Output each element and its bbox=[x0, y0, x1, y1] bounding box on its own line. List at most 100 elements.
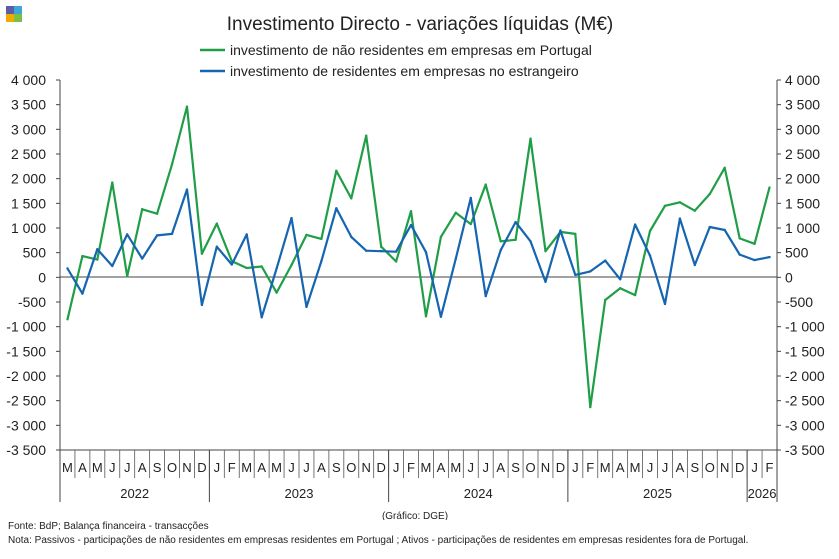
data-point-0 bbox=[215, 222, 219, 225]
y-tick-label-left: -1 000 bbox=[6, 319, 46, 335]
data-point-0 bbox=[648, 229, 652, 233]
y-tick-label-left: 500 bbox=[23, 245, 47, 261]
y-tick-label-left: -500 bbox=[18, 294, 46, 310]
data-point-0 bbox=[140, 208, 144, 211]
data-point-0 bbox=[693, 209, 697, 212]
data-point-1 bbox=[514, 220, 517, 224]
year-label: 2025 bbox=[643, 486, 672, 501]
data-point-0 bbox=[111, 181, 114, 184]
month-label: A bbox=[257, 460, 266, 475]
month-label: J bbox=[124, 460, 131, 475]
data-point-1 bbox=[394, 250, 398, 253]
data-point-1 bbox=[245, 233, 248, 236]
month-label: N bbox=[182, 460, 191, 475]
legend-label-0: investimento de não residentes em empres… bbox=[230, 42, 592, 58]
data-point-1 bbox=[170, 232, 174, 236]
y-tick-label-right: 0 bbox=[785, 269, 793, 285]
month-label: F bbox=[228, 460, 236, 475]
y-tick-label-right: 1 500 bbox=[785, 195, 820, 211]
year-label: 2022 bbox=[120, 486, 149, 501]
y-tick-label-left: 4 000 bbox=[11, 72, 46, 88]
month-label: A bbox=[78, 460, 87, 475]
month-label: F bbox=[407, 460, 415, 475]
y-tick-label-right: 4 000 bbox=[785, 72, 820, 88]
data-point-1 bbox=[200, 303, 204, 307]
data-point-0 bbox=[66, 318, 69, 321]
month-label: M bbox=[600, 460, 611, 475]
year-label: 2026 bbox=[748, 486, 777, 501]
y-tick-label-right: 1 000 bbox=[785, 220, 820, 236]
month-label: N bbox=[362, 460, 371, 475]
data-point-1 bbox=[648, 254, 652, 257]
y-tick-label-left: -2 000 bbox=[6, 368, 46, 384]
data-point-1 bbox=[738, 253, 741, 256]
data-point-0 bbox=[185, 105, 189, 108]
data-point-1 bbox=[589, 270, 592, 273]
data-point-0 bbox=[708, 192, 711, 196]
logo-square-2 bbox=[14, 6, 22, 14]
data-point-0 bbox=[335, 169, 338, 172]
data-point-1 bbox=[424, 250, 428, 254]
data-point-0 bbox=[155, 212, 159, 215]
legend: investimento de não residentes em empres… bbox=[200, 42, 592, 79]
data-point-0 bbox=[320, 237, 323, 241]
month-label: S bbox=[511, 460, 520, 475]
data-point-1 bbox=[618, 278, 622, 281]
month-label: D bbox=[556, 460, 565, 475]
y-tick-label-left: 1 000 bbox=[11, 220, 46, 236]
data-point-0 bbox=[260, 265, 263, 268]
data-point-0 bbox=[589, 405, 592, 409]
year-label: 2024 bbox=[464, 486, 493, 501]
data-point-1 bbox=[81, 292, 84, 295]
data-point-1 bbox=[140, 257, 144, 260]
y-tick-label-left: -1 500 bbox=[6, 343, 46, 359]
logo-square-3 bbox=[6, 14, 14, 22]
month-label: S bbox=[332, 460, 341, 475]
month-label: F bbox=[586, 460, 594, 475]
data-point-0 bbox=[170, 163, 174, 166]
month-label: J bbox=[214, 460, 221, 475]
data-point-0 bbox=[514, 238, 517, 242]
data-point-0 bbox=[439, 235, 443, 239]
y-tick-label-right: 3 500 bbox=[785, 97, 820, 113]
data-point-1 bbox=[335, 207, 338, 210]
data-point-0 bbox=[305, 233, 308, 237]
month-label: D bbox=[376, 460, 385, 475]
month-label: M bbox=[92, 460, 103, 475]
logo-square-4 bbox=[14, 14, 22, 22]
data-point-1 bbox=[260, 316, 263, 319]
data-point-0 bbox=[633, 293, 637, 297]
data-point-1 bbox=[155, 234, 159, 237]
data-point-1 bbox=[529, 240, 532, 243]
y-tick-label-left: 0 bbox=[38, 269, 46, 285]
data-point-1 bbox=[96, 248, 99, 251]
y-tick-label-left: -2 500 bbox=[6, 393, 46, 409]
month-label: J bbox=[109, 460, 116, 475]
data-point-0 bbox=[365, 134, 368, 137]
y-axis-left: 4 000 3 500 3 000 2 500 2 000 1 500 1 000 500 0 -… bbox=[6, 72, 61, 458]
data-point-0 bbox=[200, 252, 204, 255]
month-label: O bbox=[705, 460, 715, 475]
month-label: F bbox=[766, 460, 774, 475]
data-point-0 bbox=[469, 222, 472, 226]
month-label: M bbox=[421, 460, 432, 475]
month-label: J bbox=[468, 460, 475, 475]
data-point-1 bbox=[723, 228, 726, 232]
data-point-0 bbox=[424, 315, 428, 318]
data-point-1 bbox=[126, 233, 129, 236]
month-label: A bbox=[676, 460, 685, 475]
data-point-0 bbox=[454, 211, 458, 214]
plot-area bbox=[66, 105, 771, 409]
data-point-0 bbox=[574, 232, 577, 236]
year-label: 2023 bbox=[285, 486, 314, 501]
data-point-0 bbox=[499, 240, 502, 243]
month-label: D bbox=[735, 460, 744, 475]
y-tick-label-right: -2 000 bbox=[785, 368, 825, 384]
chart-title: Investimento Directo - variações líquida… bbox=[227, 14, 613, 35]
data-point-0 bbox=[678, 201, 682, 204]
y-tick-label-right: -1 000 bbox=[785, 319, 825, 335]
data-point-0 bbox=[96, 258, 99, 261]
data-point-1 bbox=[678, 217, 682, 220]
month-label: M bbox=[62, 460, 73, 475]
